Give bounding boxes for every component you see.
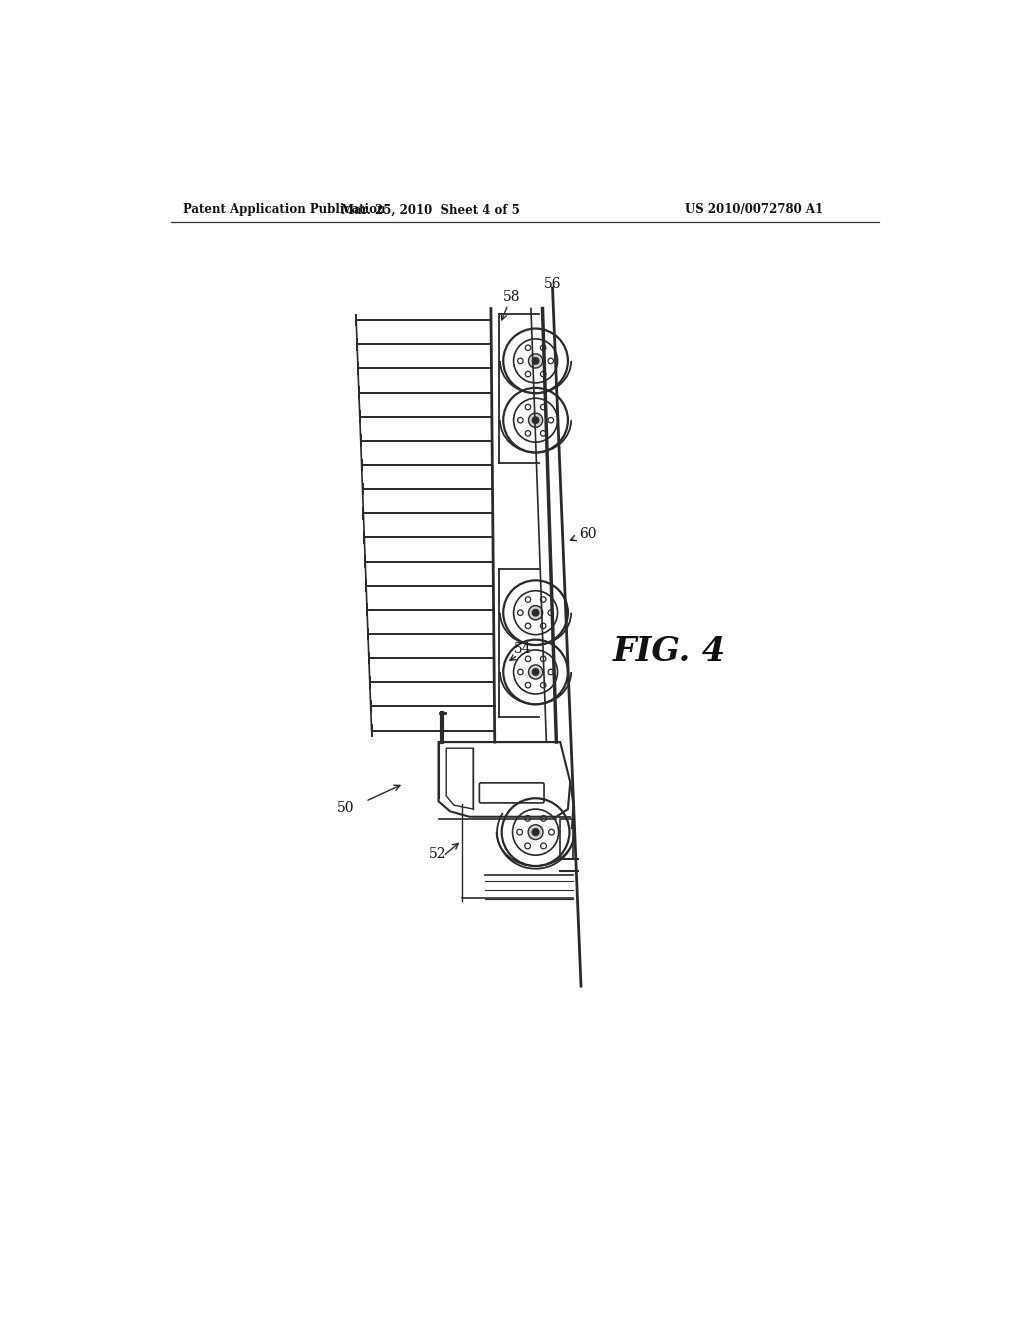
Circle shape (532, 669, 539, 676)
Circle shape (532, 829, 539, 836)
Circle shape (528, 665, 543, 678)
Text: Patent Application Publication: Patent Application Publication (183, 203, 385, 216)
Text: Mar. 25, 2010  Sheet 4 of 5: Mar. 25, 2010 Sheet 4 of 5 (341, 203, 520, 216)
Circle shape (528, 354, 543, 368)
Circle shape (528, 825, 543, 840)
Text: 54: 54 (514, 642, 531, 656)
Text: US 2010/0072780 A1: US 2010/0072780 A1 (685, 203, 823, 216)
Text: 58: 58 (503, 290, 520, 304)
Text: 56: 56 (544, 277, 561, 290)
Circle shape (532, 610, 539, 616)
Text: 52: 52 (429, 846, 446, 861)
Text: 50: 50 (337, 800, 354, 814)
Text: 60: 60 (580, 527, 597, 541)
Circle shape (532, 358, 539, 364)
Circle shape (528, 413, 543, 428)
Circle shape (532, 417, 539, 424)
Circle shape (528, 606, 543, 620)
Text: FIG. 4: FIG. 4 (613, 635, 726, 668)
